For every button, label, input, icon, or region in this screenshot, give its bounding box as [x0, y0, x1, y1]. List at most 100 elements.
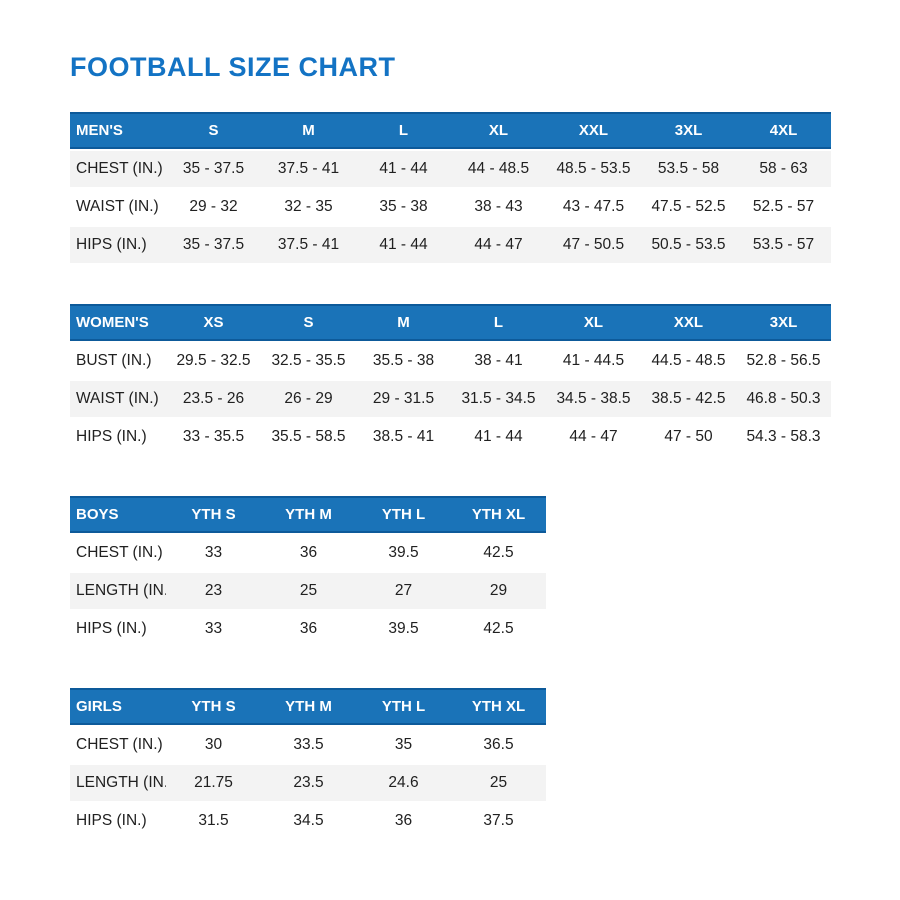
- size-value: 47.5 - 52.5: [641, 189, 736, 225]
- size-column-header: YTH L: [356, 496, 451, 533]
- size-value: 38 - 43: [451, 189, 546, 225]
- size-column-header: XXL: [546, 112, 641, 149]
- size-value: 42.5: [451, 535, 546, 571]
- size-value: 36: [356, 803, 451, 839]
- size-value: 44 - 47: [546, 419, 641, 455]
- boys-size-table: BOYS YTH S YTH M YTH L YTH XL CHEST (IN.) 33 36…: [70, 494, 546, 649]
- size-value: 33: [166, 535, 261, 571]
- size-value: 24.6: [356, 765, 451, 801]
- row-label: HIPS (IN.): [70, 803, 166, 839]
- table-row: WAIST (IN.) 23.5 - 26 26 - 29 29 - 31.5 31.5…: [70, 381, 831, 417]
- size-column-header: 3XL: [641, 112, 736, 149]
- row-label: LENGTH (IN.): [70, 765, 166, 801]
- size-value: 35 - 37.5: [166, 227, 261, 263]
- size-value: 25: [261, 573, 356, 609]
- size-column-header: YTH M: [261, 688, 356, 725]
- size-value: 32.5 - 35.5: [261, 343, 356, 379]
- size-column-header: S: [166, 112, 261, 149]
- size-value: 33: [166, 611, 261, 647]
- size-column-header: YTH S: [166, 496, 261, 533]
- row-label: HIPS (IN.): [70, 611, 166, 647]
- size-chart-page: FOOTBALL SIZE CHART MEN'S S M L XL XXL 3XL 4XL C…: [70, 52, 831, 841]
- size-value: 38.5 - 42.5: [641, 381, 736, 417]
- size-value: 32 - 35: [261, 189, 356, 225]
- row-label: HIPS (IN.): [70, 419, 166, 455]
- table-row: LENGTH (IN.) 23 25 27 29: [70, 573, 546, 609]
- size-value: 41 - 44: [451, 419, 546, 455]
- table-row: HIPS (IN.) 31.5 34.5 36 37.5: [70, 803, 546, 839]
- size-value: 37.5 - 41: [261, 151, 356, 187]
- size-column-header: YTH L: [356, 688, 451, 725]
- table-row: CHEST (IN.) 33 36 39.5 42.5: [70, 535, 546, 571]
- row-label: CHEST (IN.): [70, 151, 166, 187]
- size-column-header: S: [261, 304, 356, 341]
- size-value: 41 - 44: [356, 151, 451, 187]
- size-value: 37.5: [451, 803, 546, 839]
- size-value: 44 - 47: [451, 227, 546, 263]
- row-label: CHEST (IN.): [70, 535, 166, 571]
- size-column-header: 3XL: [736, 304, 831, 341]
- size-tables: MEN'S S M L XL XXL 3XL 4XL CHEST (IN.) 35 - 37.5 3…: [70, 110, 831, 841]
- size-value: 34.5 - 38.5: [546, 381, 641, 417]
- page-title: FOOTBALL SIZE CHART: [70, 52, 396, 82]
- size-value: 44 - 48.5: [451, 151, 546, 187]
- size-value: 23.5: [261, 765, 356, 801]
- table-row: WAIST (IN.) 29 - 32 32 - 35 35 - 38 38 - 43 4…: [70, 189, 831, 225]
- size-value: 41 - 44.5: [546, 343, 641, 379]
- girls-size-table: GIRLS YTH S YTH M YTH L YTH XL CHEST (IN.) 30 3…: [70, 686, 546, 841]
- header-row: BOYS YTH S YTH M YTH L YTH XL: [70, 496, 546, 533]
- table-group-title: GIRLS: [70, 688, 166, 725]
- size-value: 31.5: [166, 803, 261, 839]
- table-row: LENGTH (IN.) 21.75 23.5 24.6 25: [70, 765, 546, 801]
- size-column-header: YTH M: [261, 496, 356, 533]
- size-value: 36: [261, 535, 356, 571]
- size-value: 58 - 63: [736, 151, 831, 187]
- size-value: 48.5 - 53.5: [546, 151, 641, 187]
- table-row: HIPS (IN.) 33 - 35.5 35.5 - 58.5 38.5 - 41 4…: [70, 419, 831, 455]
- table-group-title: MEN'S: [70, 112, 166, 149]
- size-value: 36: [261, 611, 356, 647]
- size-value: 52.5 - 57: [736, 189, 831, 225]
- size-column-header: M: [261, 112, 356, 149]
- row-label: CHEST (IN.): [70, 727, 166, 763]
- size-value: 53.5 - 57: [736, 227, 831, 263]
- size-value: 38 - 41: [451, 343, 546, 379]
- size-value: 47 - 50: [641, 419, 736, 455]
- size-value: 46.8 - 50.3: [736, 381, 831, 417]
- size-column-header: YTH XL: [451, 688, 546, 725]
- size-column-header: L: [451, 304, 546, 341]
- row-label: LENGTH (IN.): [70, 573, 166, 609]
- size-value: 35 - 38: [356, 189, 451, 225]
- size-value: 33.5: [261, 727, 356, 763]
- size-value: 21.75: [166, 765, 261, 801]
- size-column-header: M: [356, 304, 451, 341]
- size-value: 43 - 47.5: [546, 189, 641, 225]
- size-value: 39.5: [356, 611, 451, 647]
- size-value: 37.5 - 41: [261, 227, 356, 263]
- row-label: HIPS (IN.): [70, 227, 166, 263]
- size-value: 42.5: [451, 611, 546, 647]
- size-column-header: L: [356, 112, 451, 149]
- size-value: 23: [166, 573, 261, 609]
- size-value: 26 - 29: [261, 381, 356, 417]
- size-value: 54.3 - 58.3: [736, 419, 831, 455]
- size-column-header: XS: [166, 304, 261, 341]
- size-value: 44.5 - 48.5: [641, 343, 736, 379]
- size-value: 29: [451, 573, 546, 609]
- size-value: 34.5: [261, 803, 356, 839]
- size-value: 41 - 44: [356, 227, 451, 263]
- size-value: 29 - 31.5: [356, 381, 451, 417]
- size-value: 35: [356, 727, 451, 763]
- size-value: 27: [356, 573, 451, 609]
- row-label: BUST (IN.): [70, 343, 166, 379]
- size-column-header: YTH S: [166, 688, 261, 725]
- size-value: 23.5 - 26: [166, 381, 261, 417]
- table-group-title: WOMEN'S: [70, 304, 166, 341]
- row-label: WAIST (IN.): [70, 381, 166, 417]
- row-label: WAIST (IN.): [70, 189, 166, 225]
- size-value: 53.5 - 58: [641, 151, 736, 187]
- size-value: 25: [451, 765, 546, 801]
- size-column-header: XL: [546, 304, 641, 341]
- mens-size-table: MEN'S S M L XL XXL 3XL 4XL CHEST (IN.) 35 - 37.5 3…: [70, 110, 831, 265]
- size-column-header: YTH XL: [451, 496, 546, 533]
